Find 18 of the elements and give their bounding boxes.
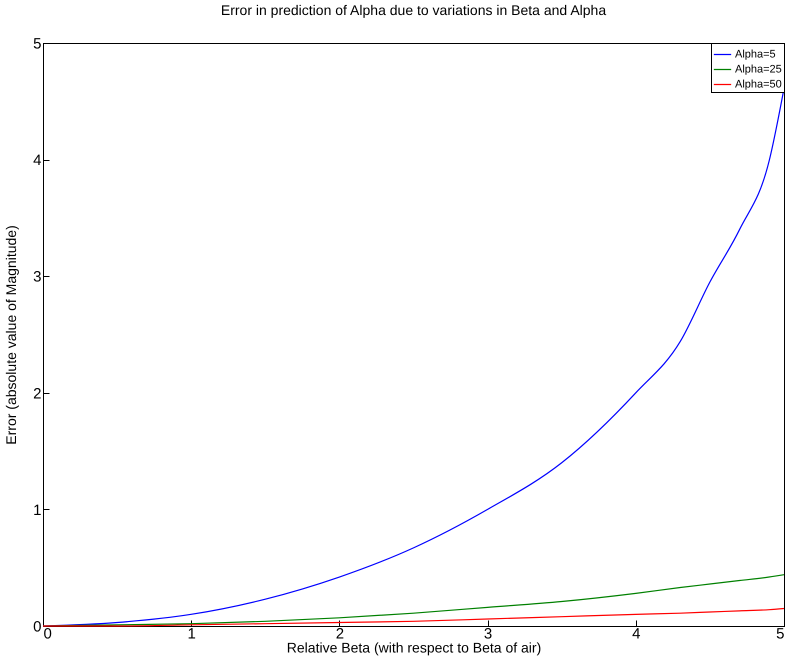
- line-series: [42, 608, 785, 627]
- x-tick-label: 5: [776, 626, 784, 642]
- chart-title: Error in prediction of Alpha due to variations in Beta and Alpha: [220, 2, 606, 18]
- y-tick-label: 4: [33, 152, 42, 170]
- y-tick-label: 5: [33, 36, 42, 52]
- y-tick-label: 3: [33, 268, 42, 286]
- x-axis-title: Relative Beta (with respect to Beta of air): [286, 640, 542, 656]
- legend-label: Alpha=25: [735, 64, 782, 76]
- legend-label: Alpha=50: [735, 78, 782, 90]
- y-tick-label: 2: [33, 385, 42, 402]
- y-axis-title: Error (absolute value of Magnitude): [3, 225, 20, 445]
- x-tick-label: 3: [484, 626, 492, 642]
- x-tick-label: 2: [336, 626, 344, 642]
- legend-label: Alpha=5: [735, 48, 776, 60]
- x-tick-label: 4: [632, 626, 640, 642]
- y-tick-label: 1: [33, 502, 42, 519]
- x-tick-label: 1: [188, 626, 196, 642]
- x-tick-label: 0: [44, 626, 52, 642]
